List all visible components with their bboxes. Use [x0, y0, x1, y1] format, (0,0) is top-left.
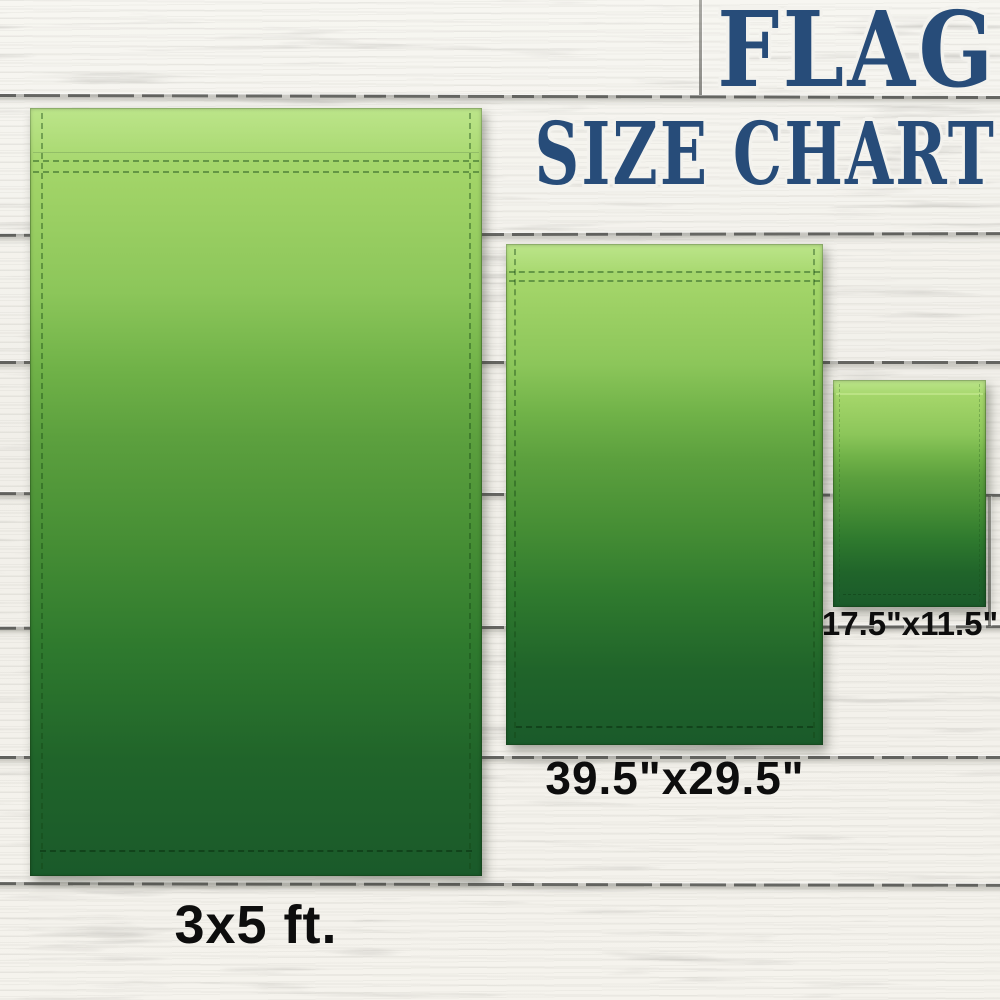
page-title: FLAG SIZE CHART [436, 0, 996, 210]
edge-stitch-line [514, 249, 516, 738]
sleeve-stitch-line [509, 280, 820, 282]
edge-stitch-line [41, 113, 43, 869]
title-line-flag: FLAG [716, 0, 996, 111]
flag-swatch-39x29 [506, 244, 823, 745]
sleeve-stitch-line [509, 271, 820, 273]
edge-stitch-line [979, 384, 980, 602]
flag-swatch-3x5ft [30, 108, 482, 876]
plank-groove-line [0, 882, 1000, 887]
bottom-stitch-line [516, 726, 813, 728]
flag-size-label-medium: 39.5"x29.5" [545, 752, 805, 804]
title-line-size-chart: SIZE CHART [534, 104, 996, 205]
bottom-stitch-line [843, 594, 976, 595]
bottom-stitch-line [40, 850, 472, 852]
sleeve-stitch-line [33, 171, 479, 173]
edge-stitch-line [813, 249, 815, 738]
flag-size-label-small: 17.5"x11.5" [821, 605, 999, 642]
edge-stitch-line [469, 113, 471, 869]
sleeve-seam-line [33, 152, 479, 153]
edge-stitch-line [839, 384, 840, 602]
sleeve-seam-line [836, 393, 983, 395]
flag-sleeve [506, 244, 823, 271]
flag-swatch-17x11 [833, 380, 986, 607]
flag-size-label-large: 3x5 ft. [174, 895, 338, 955]
flag-sleeve [833, 380, 986, 393]
sleeve-stitch-line [33, 160, 479, 162]
